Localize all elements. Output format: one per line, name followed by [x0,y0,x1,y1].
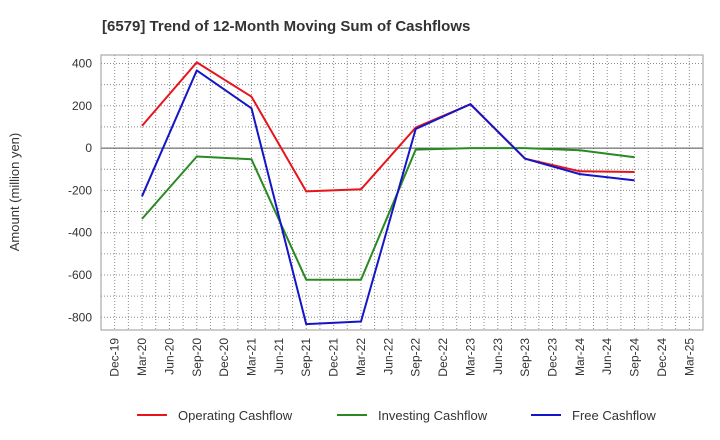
x-tick-label: Dec-24 [655,338,669,377]
x-tick-label: Mar-24 [573,338,587,376]
x-tick-label: Jun-20 [162,338,176,375]
y-tick-label: -400 [68,226,92,240]
x-tick-label: Mar-25 [682,338,696,376]
x-tick-label: Mar-22 [354,338,368,376]
legend-label-free-cashflow: Free Cashflow [572,408,656,423]
x-tick-label: Sep-20 [190,338,204,377]
y-tick-labels: 400 200 0 -200 -400 -600 -800 [68,56,92,324]
x-tick-label: Sep-24 [628,338,642,377]
series-line-free-cashflow [141,69,635,326]
y-tick-label: 0 [85,141,92,155]
legend: Operating Cashflow Investing Cashflow Free… [137,408,656,423]
x-tick-label: Dec-23 [546,338,560,377]
x-tick-labels: Dec-19 Mar-20 Jun-20 Sep-20 Dec-20 Mar-21 Jun-… [108,338,697,377]
y-axis-label: Amount (million yen) [7,133,22,252]
x-tick-label: Sep-23 [518,338,532,377]
chart-title: [6579] Trend of 12-Month Moving Sum of C… [102,18,470,35]
x-tick-label: Mar-23 [463,338,477,376]
plot-frame [100,54,704,331]
x-tick-label: Dec-19 [108,338,122,377]
y-tick-label: 400 [72,56,92,70]
x-tick-label: Sep-22 [409,338,423,377]
y-tick-label: 200 [72,99,92,113]
x-tick-label: Jun-22 [381,338,395,375]
x-tick-label: Dec-22 [436,338,450,377]
series-line-investing-cashflow [141,147,635,281]
x-tick-label: Mar-21 [245,338,259,376]
x-tick-label: Mar-20 [135,338,149,376]
y-tick-label: -200 [68,183,92,197]
x-tick-label: Sep-21 [299,338,313,377]
x-tick-label: Jun-21 [272,338,286,375]
series-line-operating-cashflow [141,61,635,193]
grid [101,55,703,330]
y-tick-label: -800 [68,310,92,324]
legend-label-operating-cashflow: Operating Cashflow [178,408,293,423]
x-tick-label: Dec-21 [327,338,341,377]
y-tick-label: -600 [68,268,92,282]
series-layer [141,61,635,326]
legend-label-investing-cashflow: Investing Cashflow [378,408,488,423]
plot-area [101,55,703,330]
x-tick-label: Jun-23 [491,338,505,375]
x-tick-label: Jun-24 [600,338,614,375]
x-tick-label: Dec-20 [217,338,231,377]
